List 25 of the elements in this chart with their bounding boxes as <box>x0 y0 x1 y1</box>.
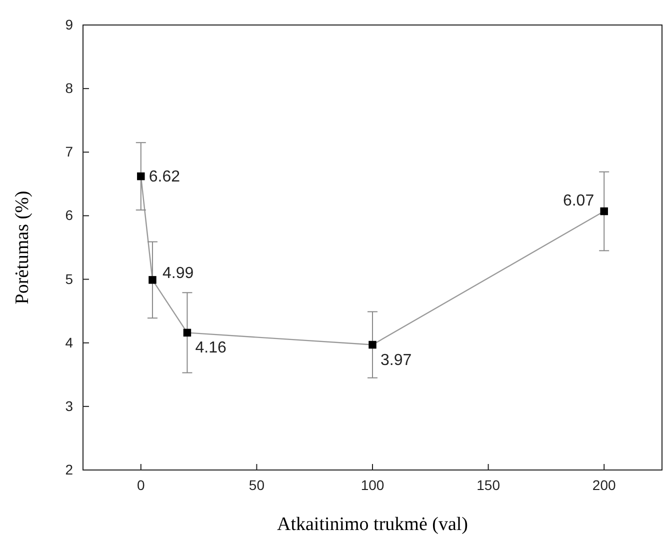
point <box>600 207 608 216</box>
y-axis-title: Porėtumas (%) <box>12 190 33 304</box>
y-tick-label: 2 <box>65 461 74 478</box>
x-tick-label: 150 <box>476 476 500 493</box>
y-tick-label: 9 <box>65 16 74 32</box>
x-tick-label: 200 <box>592 476 616 493</box>
y-tick-label: 5 <box>65 270 74 287</box>
point <box>368 340 376 349</box>
data-label: 6.07 <box>562 192 594 210</box>
x-axis-title: Atkaitinimo trukmė (val) <box>276 514 468 535</box>
y-tick-label: 8 <box>65 80 74 96</box>
point <box>137 172 145 180</box>
data-label: 3.97 <box>380 352 412 369</box>
x-tick-label: 50 <box>248 476 265 493</box>
y-tick-label: 3 <box>65 398 74 414</box>
x-tick-label: 100 <box>360 476 384 493</box>
data-label: 6.62 <box>148 168 180 186</box>
y-tick-label: 4 <box>65 334 74 350</box>
x-tick-label: 0 <box>137 476 145 493</box>
y-tick-label: 6 <box>65 207 74 224</box>
y-tick-label: 7 <box>65 144 74 160</box>
point <box>183 328 192 337</box>
point <box>148 276 156 284</box>
data-label: 4.99 <box>162 264 194 282</box>
data-label: 4.16 <box>195 340 226 357</box>
